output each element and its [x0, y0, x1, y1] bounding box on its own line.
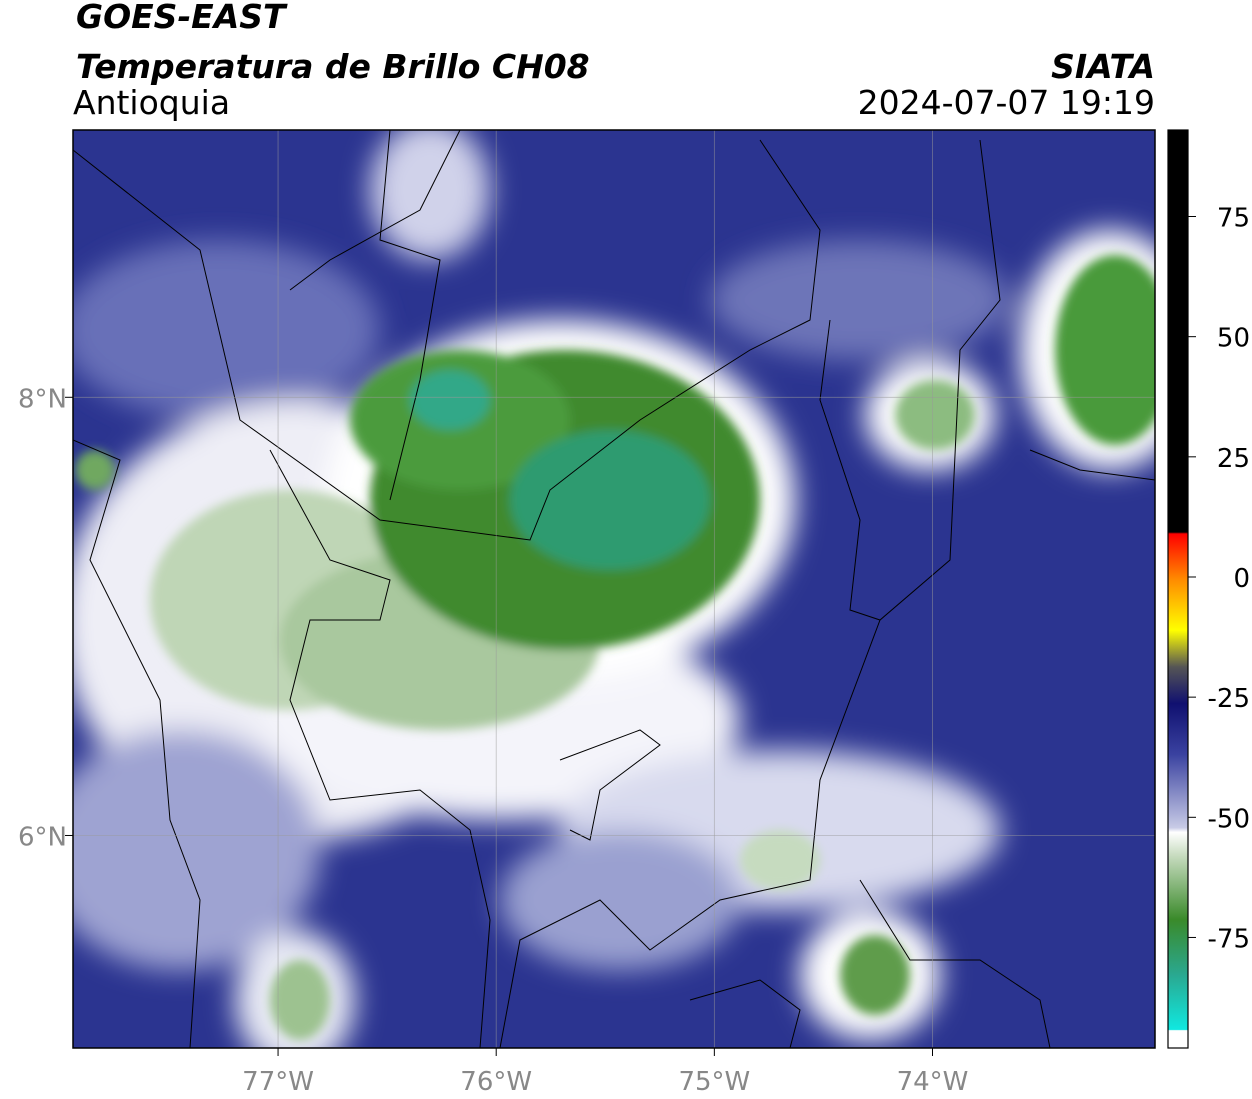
datetime: 2024-07-07 19:19	[858, 83, 1155, 122]
region: Antioquia	[73, 83, 230, 122]
colorbar-tick-label: -25	[1208, 684, 1250, 714]
colorbar	[1167, 129, 1189, 1049]
x-tick-label: 74°W	[897, 1067, 969, 1097]
x-tick-label: 75°W	[678, 1067, 750, 1097]
map-frame	[72, 129, 1156, 1049]
x-tick-label: 77°W	[242, 1067, 314, 1097]
colorbar-tick-label: 50	[1217, 324, 1250, 354]
subtitle: Temperatura de Brillo CH08	[76, 47, 590, 86]
colorbar-tick-label: 0	[1233, 564, 1250, 594]
satellite-image	[73, 130, 1155, 1048]
colorbar-tick-label: 75	[1217, 204, 1250, 234]
title: GOES-EAST	[76, 0, 288, 36]
y-tick-label: 8°N	[18, 384, 67, 414]
x-tick-label: 76°W	[460, 1067, 532, 1097]
graticule	[73, 130, 1155, 1048]
source: SIATA	[1051, 47, 1155, 86]
colorbar-tick-label: 25	[1217, 444, 1250, 474]
colorbar-tick-label: -75	[1208, 924, 1250, 954]
colorbar-tick-label: -50	[1208, 804, 1250, 834]
y-tick-label: 6°N	[18, 822, 67, 852]
